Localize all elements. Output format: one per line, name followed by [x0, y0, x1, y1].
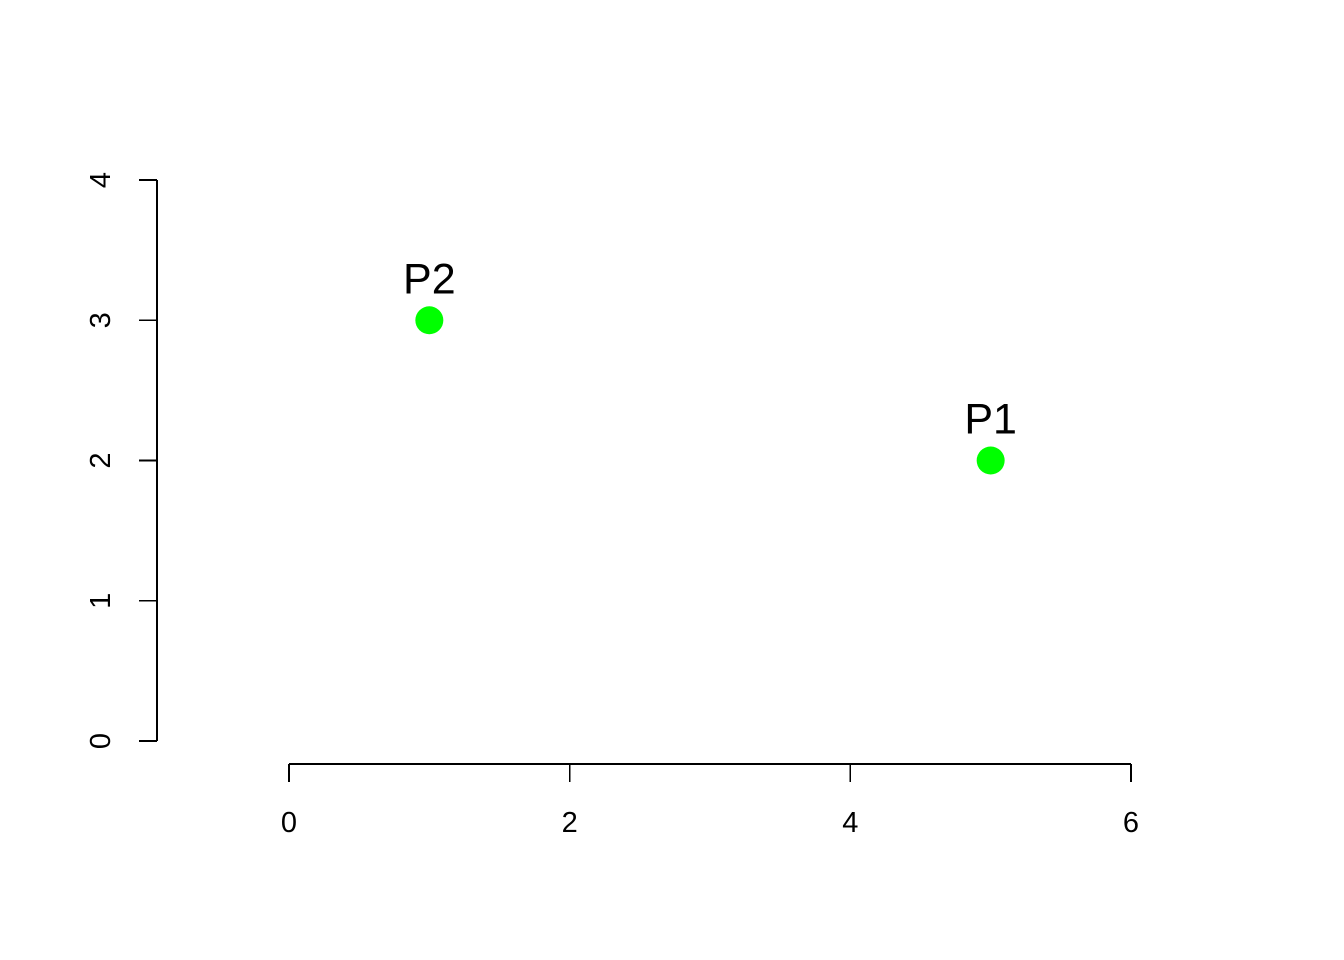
y-tick-label: 1	[85, 593, 117, 609]
data-point-p1	[976, 446, 1005, 475]
x-tick-label: 6	[1123, 807, 1139, 839]
y-tick-label: 4	[85, 172, 117, 188]
x-axis: 0 2 4 6	[281, 763, 1139, 839]
point-label-p1: P1	[964, 396, 1017, 444]
y-tick-label: 0	[85, 733, 117, 749]
data-points: P1 P2	[403, 255, 1017, 475]
data-point-p2	[415, 306, 444, 335]
point-label-p2: P2	[403, 255, 456, 303]
x-tick-label: 0	[281, 807, 297, 839]
y-axis: 0 1 2 3 4	[85, 172, 158, 749]
x-tick-label: 4	[842, 807, 858, 839]
x-tick-label: 2	[562, 807, 578, 839]
y-tick-label: 3	[85, 312, 117, 328]
y-tick-label: 2	[85, 452, 117, 468]
